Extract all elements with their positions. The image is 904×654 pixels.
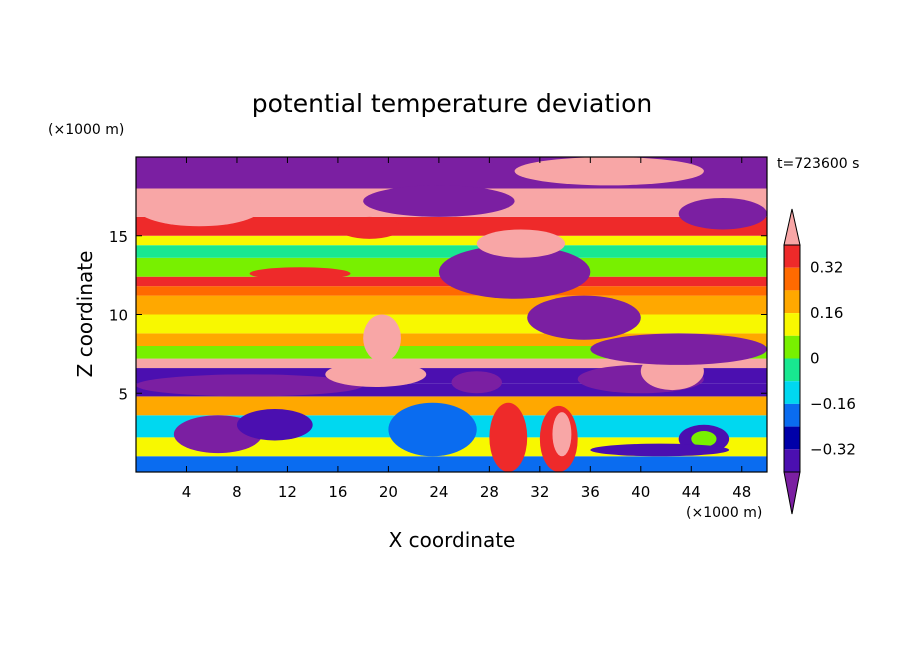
contour-band <box>136 295 767 315</box>
contour-feature <box>552 412 572 457</box>
colorbar-segment <box>784 449 800 472</box>
colorbar-segment <box>784 403 800 427</box>
contour-band <box>136 358 767 369</box>
colorbar-label: −0.32 <box>810 440 856 458</box>
time-label: t=723600 s <box>777 156 859 172</box>
y-tick-label: 10 <box>109 307 128 325</box>
contour-feature <box>236 409 313 441</box>
contour-feature <box>678 197 767 230</box>
colorbar-label: −0.16 <box>810 395 856 413</box>
colorbar-segment <box>784 335 800 359</box>
contour-feature <box>514 157 704 186</box>
x-tick-label: 12 <box>278 483 297 501</box>
colorbar-segment <box>784 426 800 450</box>
contour-feature <box>476 229 566 258</box>
colorbar-segment <box>784 290 800 314</box>
colorbar-label: 0 <box>810 350 820 368</box>
y-tick-label: 15 <box>109 228 128 246</box>
plot-area <box>136 157 767 472</box>
contour-feature <box>489 402 528 472</box>
y-tick-label: 5 <box>118 385 128 403</box>
feature-layer <box>136 157 767 472</box>
contour-band <box>136 314 767 334</box>
y-axis-ticks: 5 10 15 <box>109 228 767 403</box>
x-tick-label: 48 <box>732 483 751 501</box>
x-tick-label: 40 <box>631 483 650 501</box>
contour-feature <box>527 295 641 340</box>
x-tick-label: 44 <box>682 483 701 501</box>
x-tick-label: 8 <box>232 483 242 501</box>
contour-feature <box>691 431 717 447</box>
colorbar-extend-bottom <box>783 471 801 515</box>
x-tick-label: 4 <box>182 483 192 501</box>
colorbar-label: 0.32 <box>810 259 843 277</box>
colorbar-segment <box>784 358 800 382</box>
x-tick-label: 20 <box>379 483 398 501</box>
chart-title: potential temperature deviation <box>252 89 652 118</box>
contour-feature <box>337 216 402 239</box>
contour-feature <box>363 185 515 217</box>
y-unit-label: (×1000 m) <box>48 122 124 138</box>
x-tick-label: 36 <box>581 483 600 501</box>
colorbar-segment <box>784 313 800 336</box>
contour-feature <box>451 371 502 394</box>
y-axis-label: Z coordinate <box>73 251 97 378</box>
colorbar-segment <box>784 267 800 291</box>
x-unit-label: (×1000 m) <box>686 505 762 521</box>
colorbar: 0.32 0.16 0 −0.16 −0.32 <box>783 208 856 515</box>
x-tick-label: 16 <box>328 483 347 501</box>
contour-band <box>136 216 767 236</box>
contour-feature <box>388 402 477 457</box>
contour-band <box>136 235 767 246</box>
x-tick-label: 32 <box>530 483 549 501</box>
colorbar-label: 0.16 <box>810 304 843 322</box>
x-tick-label: 28 <box>480 483 499 501</box>
contour-feature <box>590 443 730 457</box>
contour-feature <box>325 361 427 387</box>
contour-feature <box>136 188 263 227</box>
colorbar-segment <box>784 381 800 404</box>
contour-feature <box>249 267 351 280</box>
contour-band <box>136 245 767 258</box>
contour-feature <box>363 314 402 362</box>
colorbar-extend-top <box>783 208 801 246</box>
contour-feature <box>136 374 364 397</box>
colorbar-segment <box>784 245 800 268</box>
contour-feature <box>438 245 591 299</box>
contour-feature <box>590 333 767 365</box>
x-axis-label: X coordinate <box>389 528 516 552</box>
contour-band <box>136 286 767 296</box>
x-axis-ticks: 4 8 12 16 20 24 28 32 36 40 44 48 <box>182 157 751 501</box>
colorbar-frame <box>783 244 801 473</box>
contour-band <box>136 456 767 472</box>
x-tick-label: 24 <box>429 483 448 501</box>
